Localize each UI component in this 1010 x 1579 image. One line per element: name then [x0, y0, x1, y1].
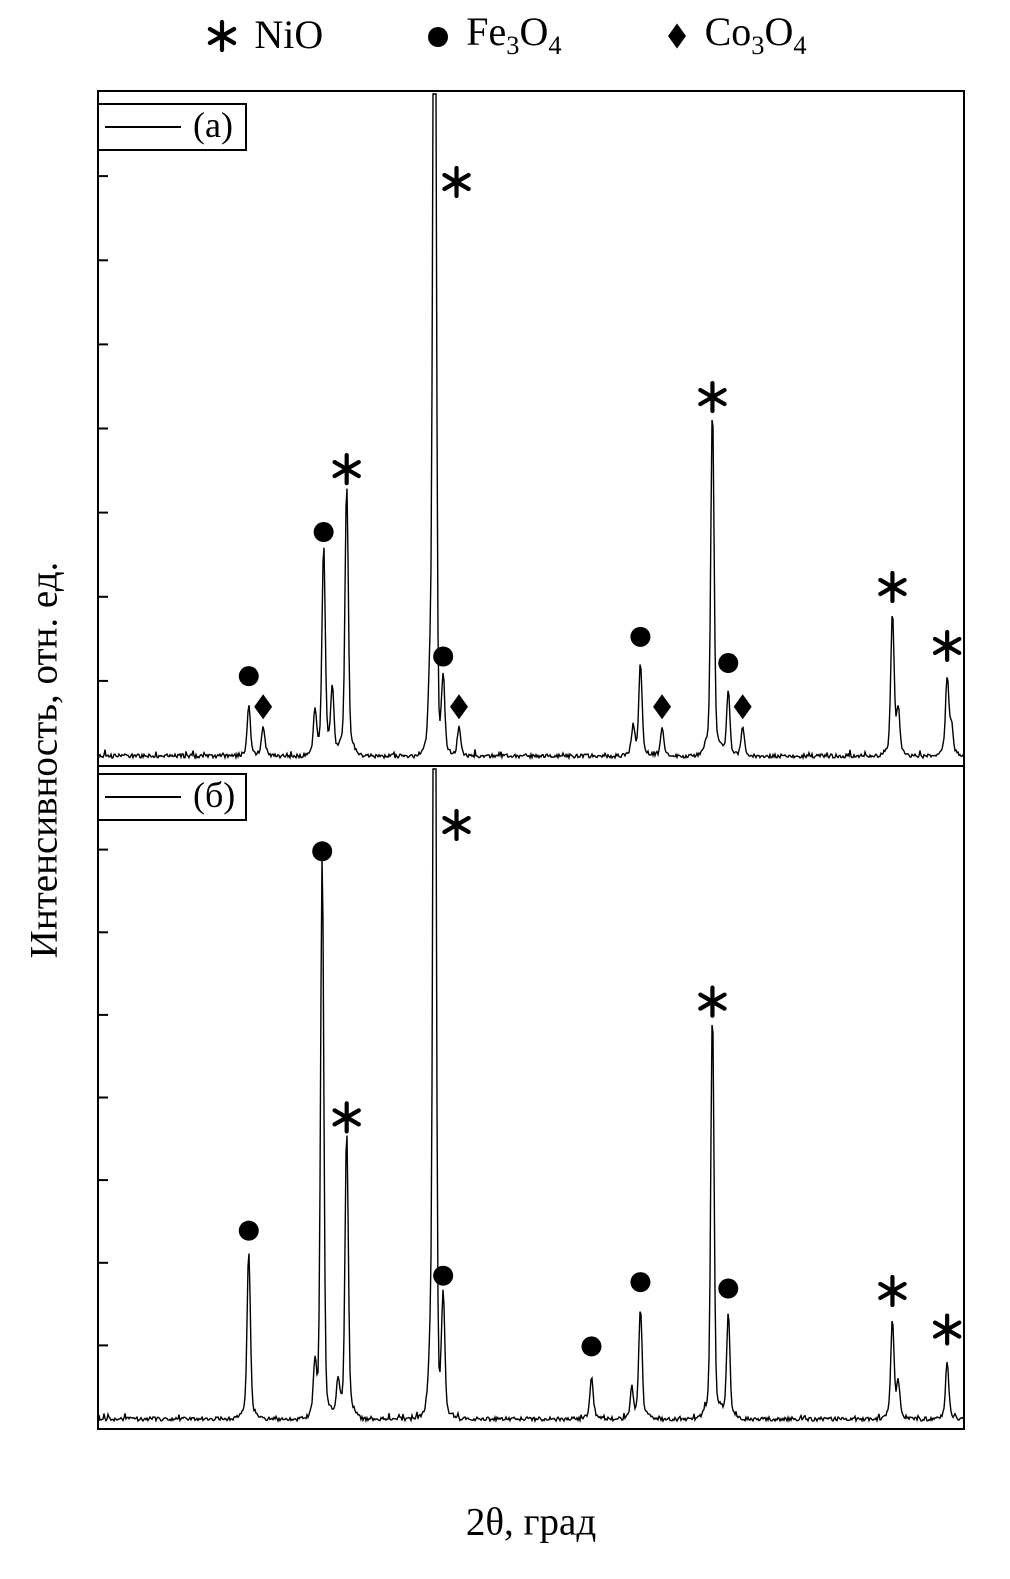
co3o4-diamond-icon	[733, 694, 752, 720]
co3o4-diamond-icon	[667, 23, 686, 48]
nio-asterisk-icon	[698, 380, 727, 414]
legend-label-co3o4: Co3O4	[704, 9, 807, 60]
fe3o4-dot-icon	[718, 1278, 739, 1299]
fe3o4-dot-icon	[581, 1336, 602, 1357]
fe3o4-dot-icon	[238, 666, 259, 687]
fe3o4-dot-icon	[630, 626, 651, 647]
nio-asterisk-icon	[932, 629, 962, 663]
nio-asterisk-icon	[442, 165, 471, 199]
panel-a-label: (а)	[193, 104, 233, 145]
legend-item-fe3o4: Fe3O4	[423, 8, 562, 61]
nio-asterisk-icon	[332, 453, 361, 486]
panel-b-legend-line-icon	[105, 796, 181, 798]
xrd-trace-a	[99, 93, 963, 761]
legend-item-co3o4: Co3O4	[662, 8, 807, 61]
fe3o4-dot-icon	[718, 653, 739, 674]
panel-divider	[99, 765, 963, 767]
co3o4-diamond-icon	[450, 694, 468, 720]
nio-asterisk-icon	[878, 570, 907, 604]
nio-asterisk-icon	[442, 808, 471, 842]
fe3o4-dot-icon	[238, 1220, 259, 1241]
panel-a-legend-line-icon	[105, 126, 181, 128]
legend-item-nio: NiO	[203, 11, 323, 58]
fe3o4-dot-icon	[313, 522, 334, 543]
fe3o4-dot-icon	[630, 1272, 651, 1293]
panel-a-legend: (а)	[97, 103, 247, 151]
fe3o4-dot-icon	[312, 841, 333, 862]
plot-frame: (а) (б)	[97, 90, 965, 1430]
panel-b-label: (б)	[193, 774, 236, 815]
fe3o4-dot-icon	[428, 26, 449, 47]
panel-b-plot	[99, 768, 963, 1424]
fe3o4-dot-icon	[428, 26, 449, 47]
xrd-trace-b	[99, 768, 963, 1424]
legend-label-nio: NiO	[254, 12, 324, 57]
fe3o4-dot-icon	[433, 646, 454, 667]
panel-a-plot	[99, 93, 963, 761]
panel-b-legend: (б)	[97, 773, 247, 821]
co3o4-diamond-icon	[653, 694, 672, 720]
co3o4-diamond-icon	[254, 694, 273, 720]
nio-asterisk-icon	[932, 1313, 962, 1346]
nio-asterisk-icon	[208, 19, 237, 52]
nio-asterisk-icon	[698, 985, 727, 1018]
figure-legend: NiO Fe3O4 Co3O4	[0, 8, 1010, 61]
nio-asterisk-icon	[208, 19, 237, 52]
nio-asterisk-icon	[878, 1274, 907, 1308]
nio-asterisk-icon	[332, 1101, 361, 1134]
fe3o4-dot-icon	[433, 1265, 454, 1286]
legend-label-fe3o4: Fe3O4	[466, 9, 562, 60]
y-axis-label: Интенсивность, отн. ед.	[22, 561, 66, 959]
x-axis-label: 2θ, град	[465, 1500, 597, 1544]
co3o4-diamond-icon	[667, 23, 686, 48]
